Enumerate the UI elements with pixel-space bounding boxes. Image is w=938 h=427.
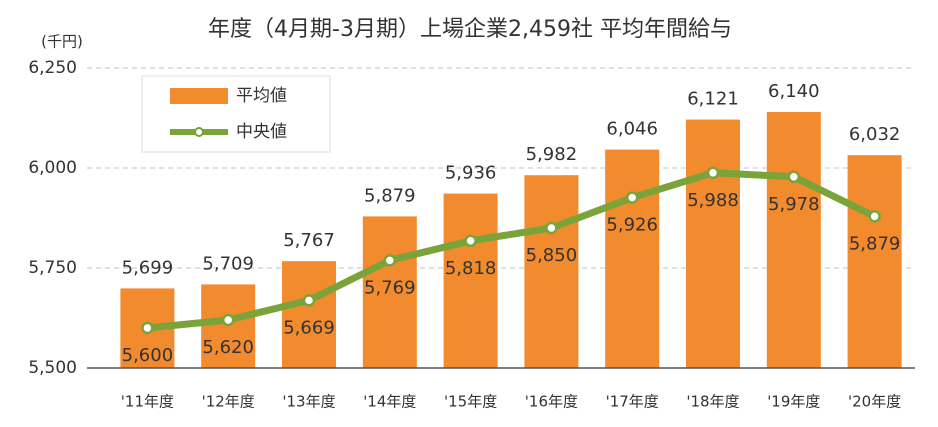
legend-swatch: [170, 88, 228, 104]
bar-value-label: 5,982: [526, 144, 578, 165]
bar: [524, 175, 579, 368]
line-value-label: 5,978: [768, 194, 820, 215]
x-tick-label: '15年度: [444, 393, 497, 411]
x-tick-label: '18年度: [686, 393, 739, 411]
legend-label: 平均値: [236, 86, 287, 106]
bar-value-label: 6,046: [606, 119, 658, 140]
line-marker: [706, 166, 720, 180]
line-value-label: 5,600: [122, 345, 174, 366]
bar-value-label: 5,709: [202, 253, 254, 274]
y-tick-label: 6,250: [28, 58, 77, 78]
line-value-label: 5,879: [849, 233, 901, 254]
x-tick-label: '12年度: [202, 393, 255, 411]
y-tick-label: 5,750: [28, 258, 77, 278]
bar-value-label: 5,879: [364, 185, 416, 206]
line-value-label: 5,926: [606, 215, 658, 236]
x-tick-label: '17年度: [606, 393, 659, 411]
x-tick-label: '14年度: [363, 393, 416, 411]
bar: [443, 193, 498, 368]
x-tick-label: '16年度: [525, 393, 578, 411]
bar: [766, 112, 821, 368]
legend-swatch-marker: [194, 127, 204, 137]
x-tick-label: '19年度: [767, 393, 820, 411]
line-marker: [221, 313, 235, 327]
line: [147, 169, 877, 332]
line-marker: [302, 294, 316, 307]
line-value-label: 5,669: [283, 317, 335, 338]
line-value-label: 5,850: [526, 245, 578, 266]
x-tick-label: '20年度: [848, 393, 901, 411]
line-marker: [141, 321, 154, 335]
bar-value-label: 6,140: [768, 81, 820, 102]
bar-value-label: 6,121: [687, 89, 739, 110]
bar-value-label: 6,032: [849, 124, 901, 145]
bar: [847, 155, 902, 368]
x-tick-label: '11年度: [121, 393, 174, 411]
line-marker: [868, 210, 881, 223]
y-tick-label: 5,500: [28, 358, 77, 378]
x-tick-label: '13年度: [282, 393, 335, 411]
chart-title: 年度（4月期-3月期）上場企業2,459社 平均年間給与: [208, 17, 732, 42]
y-axis-label: (千円): [41, 33, 83, 51]
line-marker: [545, 221, 558, 235]
bar: [686, 119, 740, 368]
line-marker: [787, 170, 801, 184]
line-marker: [625, 191, 639, 204]
bar: [282, 261, 336, 368]
line-value-label: 5,769: [364, 277, 416, 298]
line-marker: [464, 234, 477, 248]
bar-value-label: 5,767: [283, 230, 335, 251]
line-marker: [383, 254, 397, 267]
line-value-label: 5,988: [687, 190, 739, 211]
y-tick-label: 6,000: [28, 158, 77, 178]
legend-label: 中央値: [236, 122, 287, 142]
line-value-label: 5,818: [445, 258, 497, 279]
bar: [362, 216, 417, 368]
line-value-label: 5,620: [202, 337, 254, 358]
bar: [605, 149, 660, 368]
bar-value-label: 5,936: [445, 163, 497, 184]
bar-value-label: 5,699: [122, 257, 174, 278]
